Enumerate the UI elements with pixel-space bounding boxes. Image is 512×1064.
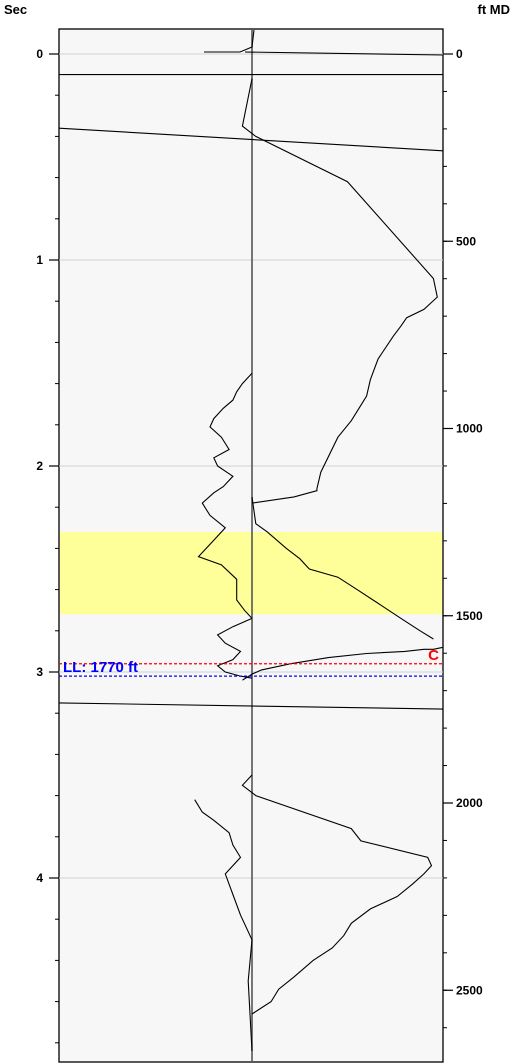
highlight-band bbox=[60, 531, 442, 615]
right-axis-tick-label: 2000 bbox=[456, 796, 483, 810]
marker-label-c: C bbox=[428, 647, 439, 664]
right-axis-tick-label: 1000 bbox=[456, 422, 483, 436]
reference-line-diagonal bbox=[58, 127, 444, 152]
left-axis-tick-label: 3 bbox=[36, 665, 43, 679]
right-axis-tick-label: 2500 bbox=[456, 983, 483, 997]
log-curve-segment bbox=[242, 646, 444, 681]
log-curve-wiggle bbox=[197, 372, 253, 619]
right-axis-title: ft MD bbox=[478, 2, 511, 17]
log-curve-segment bbox=[241, 774, 433, 1015]
log-curve-layer bbox=[58, 29, 444, 1062]
marker-layer: C LL: 1770 ft bbox=[59, 647, 443, 677]
right-axis-tick-label: 1500 bbox=[456, 609, 483, 623]
reference-line-diagonal bbox=[58, 702, 444, 710]
left-axis-tick-label: 1 bbox=[36, 253, 43, 267]
left-axis-tick-label: 2 bbox=[36, 459, 43, 473]
marker-label-ll: LL: 1770 ft bbox=[63, 659, 138, 676]
log-curve-segment bbox=[241, 78, 438, 504]
axes-layer: 0 1 2 3 4 0 500 1000 1500 2000 2500 bbox=[36, 47, 483, 1044]
highlight-band-layer bbox=[60, 531, 442, 615]
left-axis-title: Sec bbox=[4, 2, 27, 17]
log-curve-segment bbox=[251, 496, 434, 640]
log-curve-wiggle bbox=[216, 617, 253, 679]
right-axis-tick-label: 500 bbox=[456, 234, 476, 248]
log-curve-wiggle bbox=[194, 799, 253, 1052]
log-curve-top bbox=[204, 29, 444, 56]
right-axis-tick-label: 0 bbox=[456, 47, 463, 61]
left-axis-tick-label: 0 bbox=[36, 47, 43, 61]
left-axis-tick-label: 4 bbox=[36, 871, 43, 885]
